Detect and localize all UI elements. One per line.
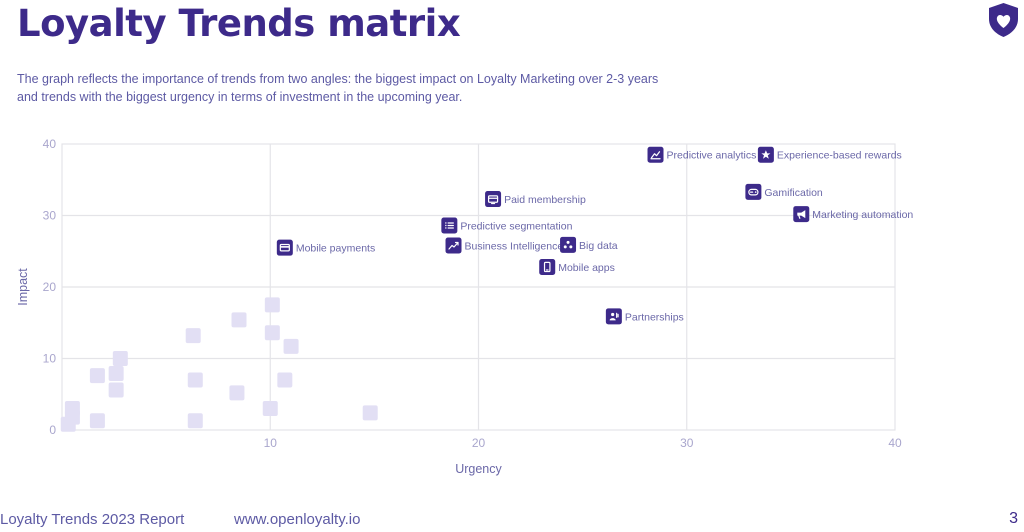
scatter-point bbox=[89, 413, 105, 429]
scatter-point-mobile-payments[interactable]: Mobile payments bbox=[276, 239, 375, 256]
x-tick-label: 30 bbox=[680, 436, 694, 450]
scatter-point-partnerships[interactable]: Partnerships bbox=[605, 308, 684, 325]
x-tick-label: 40 bbox=[888, 436, 902, 450]
scatter-point bbox=[89, 368, 105, 384]
scatter-point-mobile-apps[interactable]: Mobile apps bbox=[539, 258, 615, 275]
card-icon bbox=[487, 195, 499, 205]
data-label: Mobile apps bbox=[558, 262, 615, 274]
y-tick-label: 10 bbox=[43, 352, 57, 366]
data-marker bbox=[560, 236, 577, 253]
shield-heart-icon bbox=[989, 3, 1018, 37]
x-tick-label: 20 bbox=[472, 436, 486, 450]
scatter-point bbox=[60, 416, 76, 432]
scatter-point bbox=[283, 338, 299, 354]
scatter-point bbox=[277, 372, 293, 388]
scatter-point bbox=[108, 382, 124, 398]
scatter-point-gamification[interactable]: Gamification bbox=[745, 183, 823, 200]
data-label: Marketing automation bbox=[812, 209, 913, 221]
page-number: 3 bbox=[1009, 510, 1018, 527]
trend-icon bbox=[448, 241, 459, 250]
page-subtitle: The graph reflects the importance of tre… bbox=[17, 72, 659, 104]
scatter-point bbox=[231, 312, 247, 328]
scatter-point bbox=[229, 385, 245, 401]
footer-website-link[interactable]: www.openloyalty.io bbox=[234, 511, 361, 528]
scatter-point bbox=[264, 297, 280, 313]
gamepad-icon bbox=[748, 188, 759, 196]
scatter-point bbox=[112, 351, 128, 366]
scatter-point-paid-membership[interactable]: Paid membership bbox=[485, 191, 586, 208]
scatter-point-marketing-automation[interactable]: Marketing automation bbox=[793, 206, 913, 223]
data-marker bbox=[605, 308, 622, 325]
scatter-point bbox=[185, 328, 201, 344]
scatter-point bbox=[187, 372, 203, 388]
data-label: Predictive segmentation bbox=[460, 221, 572, 233]
scatter-point bbox=[264, 325, 280, 341]
chart-line-icon bbox=[650, 151, 661, 160]
y-tick-label: 40 bbox=[43, 137, 57, 151]
page-title: Loyalty Trends matrix bbox=[17, 2, 461, 45]
data-marker bbox=[485, 191, 502, 208]
megaphone-icon bbox=[797, 210, 806, 219]
data-label: Business Intelligence bbox=[465, 241, 564, 253]
data-label: Gamification bbox=[764, 187, 823, 199]
scatter-point bbox=[262, 401, 278, 417]
y-tick-label: 0 bbox=[49, 423, 56, 437]
data-marker bbox=[539, 258, 556, 275]
y-tick-label: 30 bbox=[43, 209, 57, 223]
data-label: Predictive analytics bbox=[667, 150, 757, 162]
cluster-icon bbox=[563, 240, 573, 249]
wallet-icon bbox=[279, 243, 290, 252]
data-label: Partnerships bbox=[625, 311, 684, 323]
star-icon bbox=[761, 150, 771, 159]
scatter-point-experience-based-rewards[interactable]: Experience-based rewards bbox=[757, 146, 902, 163]
y-tick-label: 20 bbox=[43, 280, 57, 294]
data-label: Experience-based rewards bbox=[777, 150, 902, 162]
data-label: Mobile payments bbox=[296, 243, 375, 255]
list-icon bbox=[445, 222, 454, 229]
data-label: Big data bbox=[579, 240, 618, 252]
scatter-point-predictive-segmentation[interactable]: Predictive segmentation bbox=[441, 217, 573, 234]
x-tick-label: 10 bbox=[264, 436, 278, 450]
loyalty-trends-scatter-chart: 10 20 30 40 0 10 20 30 40 Urgency Impact Predictive… bbox=[16, 137, 913, 476]
scatter-point bbox=[187, 413, 203, 429]
data-marker bbox=[745, 183, 762, 200]
data-label: Paid membership bbox=[504, 194, 586, 206]
x-axis-label: Urgency bbox=[455, 462, 502, 476]
data-marker bbox=[445, 237, 462, 254]
scatter-point-business-intelligence[interactable]: Business Intelligence bbox=[445, 237, 564, 254]
scatter-point-big-data[interactable]: Big data bbox=[560, 236, 618, 253]
people-icon bbox=[609, 312, 619, 321]
scatter-point bbox=[108, 366, 124, 382]
scatter-point bbox=[362, 405, 378, 421]
scatter-point-predictive-analytics[interactable]: Predictive analytics bbox=[647, 146, 757, 163]
y-axis-label: Impact bbox=[16, 268, 30, 306]
phone-icon bbox=[543, 261, 551, 273]
footer-report-title: Loyalty Trends 2023 Report bbox=[0, 511, 185, 528]
